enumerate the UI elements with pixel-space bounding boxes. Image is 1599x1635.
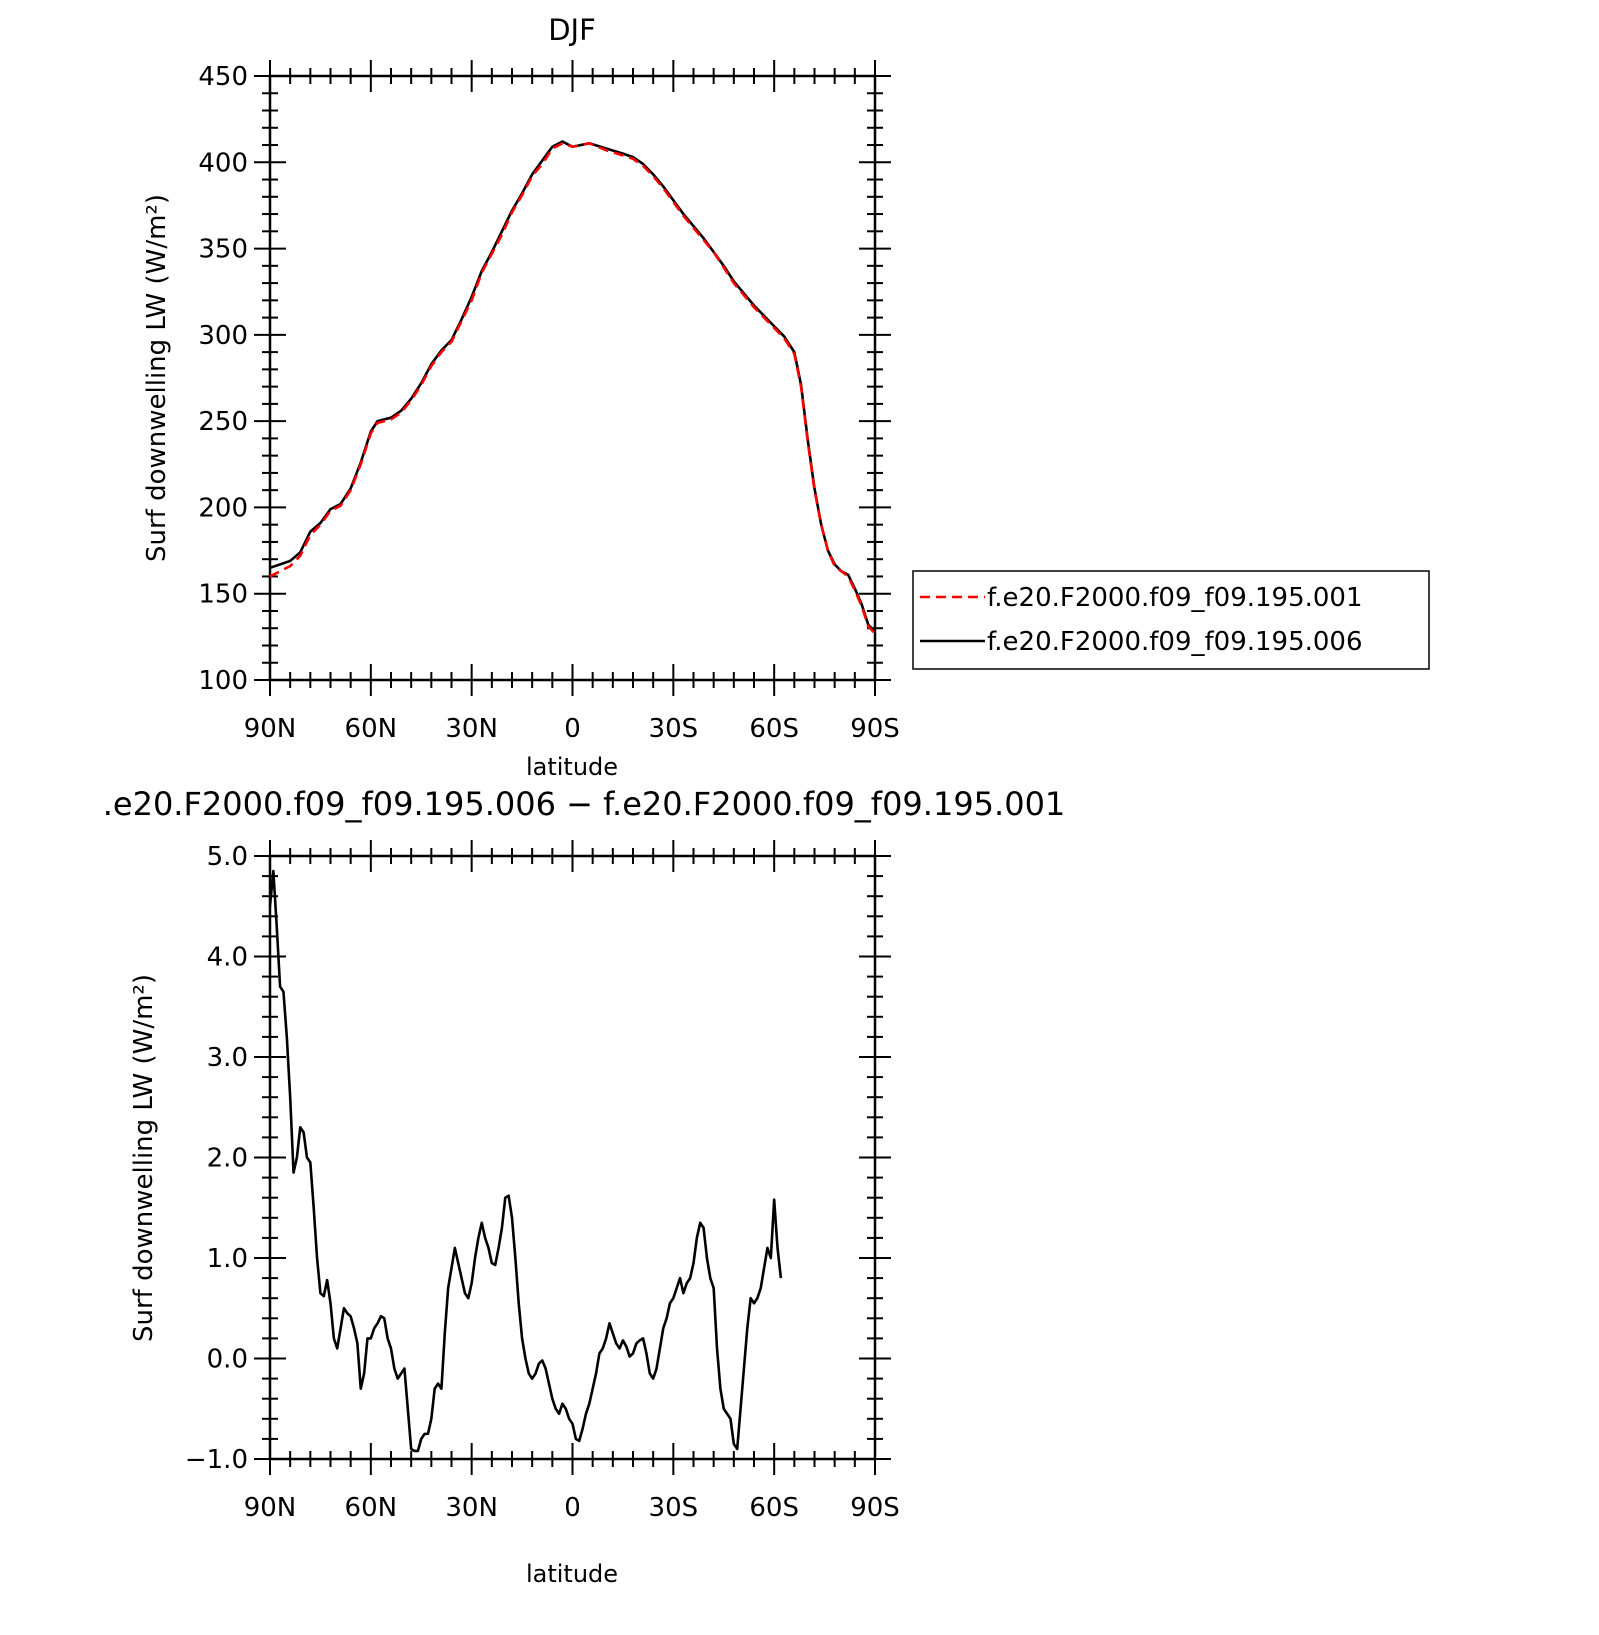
top-y-tick-label: 150 <box>198 580 248 610</box>
bottom-axis-ticks <box>254 840 891 1475</box>
top-x-tick-label: 90S <box>850 714 900 744</box>
top-axis-ticks <box>254 60 891 696</box>
top-x-tick-label: 30N <box>445 714 498 744</box>
top-series-lines <box>269 140 876 635</box>
bottom-y-tick-label: 3.0 <box>207 1043 248 1073</box>
top-x-tick-labels: 90N 60N 30N 0 30S 60S 90S <box>244 714 900 744</box>
legend-box <box>912 570 1430 670</box>
legend: f.e20.F2000.f09_f09.195.001 f.e20.F2000.… <box>912 570 1430 670</box>
top-y-tick-label: 200 <box>198 493 248 523</box>
top-y-tick-label: 100 <box>198 666 248 696</box>
bottom-y-tick-labels: −1.0 0.0 1.0 2.0 3.0 4.0 5.0 <box>185 842 248 1475</box>
top-chart: DJF 100 150 200 250 300 350 400 450 90N 60N 30N 0 3… <box>142 13 1430 781</box>
bottom-y-tick-label: 2.0 <box>207 1144 248 1174</box>
top-y-tick-label: 400 <box>198 148 248 178</box>
top-y-tick-label: 250 <box>198 407 248 437</box>
bottom-chart: .e20.F2000.f09_f09.195.006 − f.e20.F2000… <box>103 785 1066 1588</box>
bottom-x-tick-label: 90S <box>850 1493 900 1523</box>
top-x-axis-label: latitude <box>526 753 618 781</box>
bottom-x-tick-label: 30S <box>649 1493 699 1523</box>
top-x-tick-label: 30S <box>649 714 699 744</box>
bottom-y-tick-label: 1.0 <box>207 1244 248 1274</box>
top-plot-frame <box>268 74 877 682</box>
top-chart-title: DJF <box>548 13 596 47</box>
top-x-tick-label: 90N <box>244 714 297 744</box>
bottom-series-lines <box>268 869 783 1453</box>
bottom-y-tick-label: 5.0 <box>207 842 248 872</box>
bottom-x-tick-labels: 90N 60N 30N 0 30S 60S 90S <box>244 1493 900 1523</box>
bottom-series-line-0 <box>268 869 783 1453</box>
top-y-tick-label: 300 <box>198 321 248 351</box>
top-y-tick-labels: 100 150 200 250 300 350 400 450 <box>198 62 248 696</box>
bottom-x-tick-label: 60N <box>345 1493 398 1523</box>
top-series-line-1 <box>269 140 876 633</box>
bottom-y-axis-label: Surf downwelling LW (W/m²) <box>129 974 159 1342</box>
top-series-line-0 <box>269 142 876 635</box>
bottom-x-tick-label: 0 <box>564 1493 581 1523</box>
bottom-plot-frame <box>268 854 877 1461</box>
top-x-tick-label: 60N <box>345 714 398 744</box>
bottom-chart-title: .e20.F2000.f09_f09.195.006 − f.e20.F2000… <box>103 785 1066 823</box>
bottom-y-tick-label: 4.0 <box>207 943 248 973</box>
top-y-tick-label: 450 <box>198 62 248 92</box>
bottom-x-tick-label: 30N <box>445 1493 498 1523</box>
legend-label-001: f.e20.F2000.f09_f09.195.001 <box>987 583 1363 613</box>
bottom-x-tick-label: 60S <box>749 1493 799 1523</box>
bottom-x-tick-label: 90N <box>244 1493 297 1523</box>
top-y-axis-label: Surf downwelling LW (W/m²) <box>142 194 172 562</box>
legend-label-006: f.e20.F2000.f09_f09.195.006 <box>987 627 1363 657</box>
top-y-tick-label: 350 <box>198 235 248 265</box>
bottom-y-tick-label: 0.0 <box>207 1345 248 1375</box>
top-x-tick-label: 0 <box>564 714 581 744</box>
bottom-y-tick-label: −1.0 <box>185 1445 248 1475</box>
top-x-tick-label: 60S <box>749 714 799 744</box>
bottom-x-axis-label: latitude <box>526 1560 618 1588</box>
